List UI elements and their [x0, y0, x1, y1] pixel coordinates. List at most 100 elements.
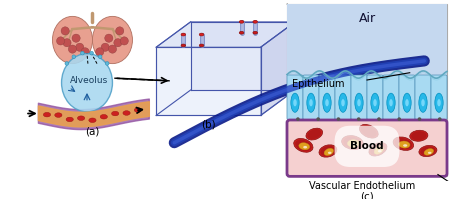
Circle shape [81, 48, 89, 56]
Ellipse shape [428, 152, 431, 154]
FancyBboxPatch shape [367, 75, 383, 120]
Ellipse shape [239, 20, 244, 23]
Ellipse shape [123, 111, 130, 115]
Ellipse shape [339, 93, 347, 112]
Circle shape [96, 48, 104, 56]
Ellipse shape [403, 144, 407, 147]
Circle shape [68, 45, 76, 53]
Circle shape [63, 39, 71, 47]
Text: (c): (c) [360, 191, 374, 199]
Ellipse shape [293, 99, 297, 106]
Ellipse shape [239, 31, 244, 34]
Text: Alveolus: Alveolus [70, 75, 108, 85]
FancyBboxPatch shape [415, 75, 431, 120]
Ellipse shape [435, 93, 443, 112]
FancyBboxPatch shape [399, 75, 415, 120]
Circle shape [56, 37, 65, 45]
Ellipse shape [62, 54, 112, 112]
Circle shape [105, 34, 113, 42]
Ellipse shape [253, 31, 257, 34]
Ellipse shape [355, 93, 363, 112]
Text: Air: Air [358, 12, 375, 25]
Ellipse shape [89, 118, 96, 123]
Polygon shape [191, 22, 295, 90]
Ellipse shape [424, 149, 434, 155]
FancyBboxPatch shape [287, 4, 447, 176]
Ellipse shape [323, 93, 331, 112]
Polygon shape [156, 22, 295, 47]
Text: (b): (b) [201, 120, 216, 130]
Ellipse shape [387, 93, 395, 112]
Circle shape [397, 117, 401, 121]
Circle shape [377, 117, 381, 121]
Ellipse shape [55, 113, 62, 117]
Circle shape [296, 117, 300, 121]
Ellipse shape [181, 44, 186, 47]
FancyBboxPatch shape [287, 75, 447, 120]
Ellipse shape [341, 99, 345, 106]
Ellipse shape [395, 138, 412, 149]
Text: (a): (a) [85, 127, 100, 137]
Ellipse shape [324, 148, 334, 156]
Ellipse shape [342, 136, 363, 149]
Circle shape [357, 117, 361, 121]
Ellipse shape [294, 139, 313, 152]
Ellipse shape [53, 16, 92, 64]
Circle shape [72, 34, 80, 42]
Ellipse shape [253, 20, 257, 23]
Ellipse shape [378, 150, 382, 152]
Ellipse shape [343, 137, 362, 148]
Polygon shape [156, 47, 261, 115]
Circle shape [316, 117, 320, 121]
Ellipse shape [419, 145, 437, 157]
Ellipse shape [373, 99, 377, 106]
Circle shape [99, 55, 102, 59]
Ellipse shape [369, 143, 387, 156]
Ellipse shape [325, 99, 329, 106]
Ellipse shape [199, 33, 204, 36]
Polygon shape [261, 22, 295, 115]
FancyBboxPatch shape [319, 75, 335, 120]
Ellipse shape [421, 99, 425, 106]
Ellipse shape [299, 143, 310, 150]
Ellipse shape [410, 130, 428, 141]
Ellipse shape [403, 93, 411, 112]
Ellipse shape [295, 139, 311, 151]
Ellipse shape [389, 99, 393, 106]
Ellipse shape [319, 145, 337, 157]
FancyBboxPatch shape [335, 75, 351, 120]
Ellipse shape [43, 112, 51, 117]
Ellipse shape [77, 116, 85, 120]
Ellipse shape [393, 137, 414, 150]
Text: Epithelium: Epithelium [292, 79, 344, 89]
Ellipse shape [309, 99, 313, 106]
Ellipse shape [306, 128, 323, 140]
Circle shape [81, 51, 84, 55]
FancyBboxPatch shape [303, 75, 319, 120]
Ellipse shape [359, 124, 378, 138]
Ellipse shape [399, 141, 410, 148]
Ellipse shape [357, 99, 361, 106]
Circle shape [116, 27, 124, 35]
Ellipse shape [328, 152, 331, 154]
Ellipse shape [307, 93, 315, 112]
Circle shape [72, 55, 76, 59]
Ellipse shape [66, 117, 73, 122]
Circle shape [418, 117, 421, 121]
Ellipse shape [134, 108, 142, 112]
Ellipse shape [405, 99, 409, 106]
Ellipse shape [92, 16, 132, 64]
Ellipse shape [419, 93, 427, 112]
Ellipse shape [371, 93, 379, 112]
Ellipse shape [361, 126, 377, 137]
FancyBboxPatch shape [287, 4, 447, 75]
Circle shape [114, 39, 122, 47]
Circle shape [109, 45, 117, 53]
Ellipse shape [352, 143, 356, 146]
FancyBboxPatch shape [431, 75, 447, 120]
Ellipse shape [307, 129, 321, 139]
Ellipse shape [111, 111, 119, 116]
Text: Blood: Blood [350, 141, 384, 151]
FancyBboxPatch shape [383, 75, 399, 120]
Circle shape [65, 62, 69, 65]
